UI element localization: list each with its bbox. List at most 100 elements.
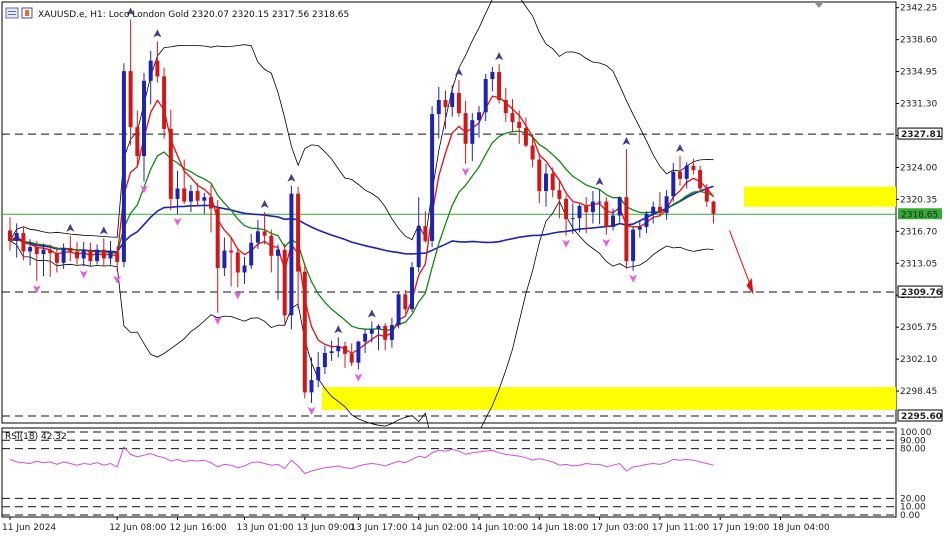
candle-body[interactable]: [503, 100, 508, 114]
candle-body[interactable]: [691, 165, 696, 171]
candle-body[interactable]: [416, 226, 421, 268]
candle-body[interactable]: [523, 128, 528, 146]
price-pane[interactable]: [1, 0, 897, 463]
candle-body[interactable]: [209, 197, 213, 209]
candle-body[interactable]: [517, 121, 522, 129]
candle-body[interactable]: [577, 205, 582, 219]
candle-body[interactable]: [202, 197, 207, 201]
candle-body[interactable]: [711, 201, 716, 214]
candle-body[interactable]: [121, 71, 126, 262]
candle-body[interactable]: [678, 171, 682, 179]
candle-body[interactable]: [537, 159, 542, 192]
candle-body[interactable]: [450, 93, 455, 108]
candle-body[interactable]: [557, 190, 562, 199]
candle-body[interactable]: [242, 265, 247, 273]
rsi-pane[interactable]: [1, 427, 897, 518]
candle-body[interactable]: [75, 251, 79, 259]
candle-body[interactable]: [262, 231, 267, 236]
candle-body[interactable]: [410, 267, 414, 310]
candle-body[interactable]: [188, 191, 193, 202]
candle-body[interactable]: [48, 249, 53, 254]
candle-body[interactable]: [269, 235, 274, 256]
candle-body[interactable]: [135, 127, 140, 157]
candle-body[interactable]: [403, 294, 408, 310]
candle-body[interactable]: [296, 193, 301, 272]
candle-body[interactable]: [651, 206, 656, 214]
candle-body[interactable]: [356, 341, 361, 363]
candle-body[interactable]: [322, 352, 327, 367]
header-icon[interactable]: [5, 7, 19, 19]
candle-body[interactable]: [282, 249, 287, 316]
candle-body[interactable]: [28, 247, 33, 252]
candle-body[interactable]: [8, 230, 12, 241]
candle-body[interactable]: [95, 249, 100, 262]
candle-body[interactable]: [637, 226, 642, 230]
candle-body[interactable]: [309, 380, 314, 393]
candle-body[interactable]: [570, 218, 575, 220]
candle-body[interactable]: [249, 242, 254, 266]
candle-body[interactable]: [276, 249, 280, 256]
candle-body[interactable]: [316, 366, 321, 381]
candle-body[interactable]: [289, 193, 294, 316]
candle-body[interactable]: [162, 76, 167, 129]
candle-body[interactable]: [61, 247, 66, 263]
candle-body[interactable]: [235, 252, 240, 273]
candle-body[interactable]: [108, 251, 113, 259]
candle-body[interactable]: [142, 80, 146, 157]
candle-body[interactable]: [369, 329, 374, 334]
candle-body[interactable]: [396, 294, 401, 325]
candle-body[interactable]: [101, 249, 106, 259]
candle-body[interactable]: [343, 345, 347, 354]
candle-body[interactable]: [168, 128, 173, 199]
candle-body[interactable]: [34, 247, 39, 255]
candle-body[interactable]: [490, 72, 495, 80]
candle-body[interactable]: [175, 188, 180, 199]
candle-body[interactable]: [550, 173, 555, 191]
candle-body[interactable]: [436, 100, 441, 115]
candle-body[interactable]: [631, 229, 636, 262]
candle-body[interactable]: [510, 113, 515, 122]
candle-body[interactable]: [423, 226, 428, 241]
candle-body[interactable]: [430, 114, 435, 241]
candle-body[interactable]: [81, 249, 86, 259]
candle-body[interactable]: [389, 324, 394, 340]
candle-body[interactable]: [115, 251, 120, 262]
candle-body[interactable]: [644, 213, 649, 227]
candle-body[interactable]: [215, 208, 220, 269]
candle-body[interactable]: [664, 196, 669, 213]
candle-body[interactable]: [68, 247, 73, 252]
candle-body[interactable]: [597, 201, 602, 203]
candle-body[interactable]: [195, 191, 200, 201]
candle-body[interactable]: [128, 71, 133, 128]
candle-body[interactable]: [54, 253, 59, 263]
candle-body[interactable]: [383, 325, 388, 340]
candle-body[interactable]: [182, 188, 187, 202]
candle-body[interactable]: [21, 233, 26, 252]
candle-body[interactable]: [497, 72, 502, 101]
candle-body[interactable]: [584, 205, 589, 213]
candle-body[interactable]: [255, 231, 260, 243]
candle-body[interactable]: [229, 250, 234, 253]
candle-body[interactable]: [671, 171, 676, 197]
candle-body[interactable]: [617, 197, 622, 216]
candle-body[interactable]: [704, 188, 709, 202]
candle-body[interactable]: [376, 325, 381, 330]
candle-body[interactable]: [443, 100, 448, 108]
candle-body[interactable]: [329, 351, 334, 353]
candle-body[interactable]: [590, 201, 595, 213]
candle-body[interactable]: [470, 120, 475, 144]
candle-body[interactable]: [148, 60, 153, 81]
candle-body[interactable]: [14, 233, 19, 241]
candle-body[interactable]: [604, 201, 609, 227]
candle-body[interactable]: [530, 145, 535, 160]
chart-shift-marker[interactable]: [814, 2, 824, 8]
candle-body[interactable]: [155, 60, 160, 77]
candle-body[interactable]: [222, 250, 227, 269]
candle-body[interactable]: [611, 215, 615, 227]
candle-body[interactable]: [41, 249, 46, 255]
candle-body[interactable]: [349, 353, 354, 363]
candle-body[interactable]: [88, 249, 93, 262]
candle-body[interactable]: [698, 170, 703, 189]
candle-body[interactable]: [456, 93, 461, 114]
candle-body[interactable]: [684, 165, 689, 179]
